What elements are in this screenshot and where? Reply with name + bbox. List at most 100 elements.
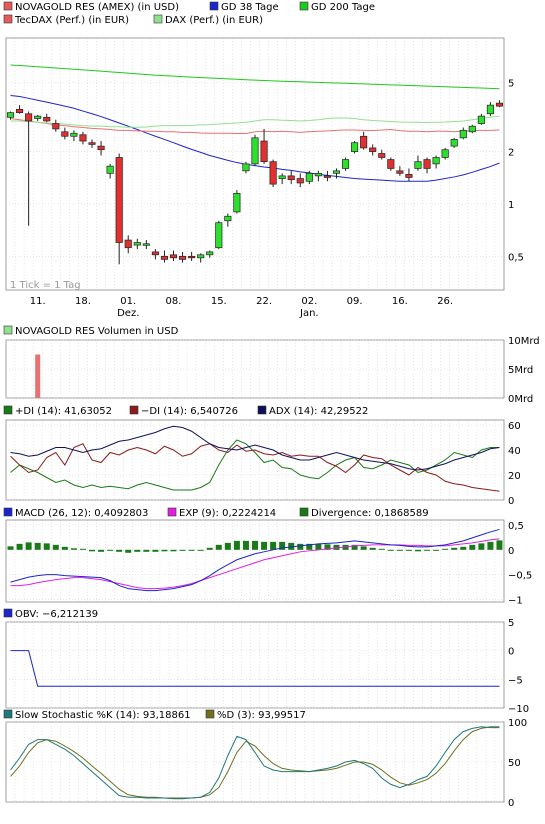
volume-panel-axis-tick: 5Mrd — [508, 365, 533, 376]
macd-divergence-bar — [34, 542, 41, 550]
candle-body — [34, 115, 42, 119]
stoch-panel-axis-tick: 0 — [508, 798, 514, 809]
stoch-k-line — [10, 726, 500, 800]
macd-divergence-bar — [125, 549, 132, 553]
macd-legend-label: Divergence: 0,1868589 — [311, 508, 429, 519]
stoch-legend-swatch — [3, 709, 13, 719]
macd-divergence-bar — [315, 543, 322, 550]
macd-divergence-bar — [469, 544, 476, 550]
candle-body — [468, 125, 476, 133]
price-axis-tick: 5 — [508, 78, 514, 89]
macd-divergence-bar — [107, 549, 114, 551]
candle-body — [314, 172, 322, 177]
macd-divergence-bar — [61, 546, 68, 550]
main-legend-swatch — [209, 1, 219, 11]
price-series-line — [10, 118, 500, 135]
dmi-legend-label: −DI (14): 6,540726 — [141, 406, 238, 417]
macd-divergence-bar — [279, 541, 286, 550]
stoch-legend-label: %D (3): 93,99517 — [217, 710, 306, 721]
dmi-legend-swatch — [129, 405, 139, 415]
macd-divergence-bar — [188, 549, 195, 551]
candle-body — [450, 139, 458, 147]
macd-divergence-bar — [79, 548, 86, 550]
stoch-legend-label: Slow Stochastic %K (14): 93,18861 — [15, 710, 191, 721]
volume-panel-axis-tick: 0Mrd — [508, 394, 533, 405]
macd-divergence-bar — [252, 540, 258, 550]
dmi-line — [10, 425, 500, 471]
x-axis-label: 15. — [211, 296, 227, 307]
macd-divergence-bar — [369, 547, 376, 550]
tick-note: 1 Tick = 1 Tag — [10, 280, 81, 291]
macd-divergence-bar — [98, 549, 105, 552]
macd-divergence-bar — [161, 549, 168, 552]
macd-divergence-bar — [116, 549, 123, 552]
macd-legend-swatch — [167, 507, 177, 517]
macd-panel-frame — [5, 519, 505, 603]
candle-body — [495, 102, 504, 107]
macd-panel-border — [5, 519, 505, 603]
candle-body — [341, 159, 350, 169]
price-axis-tick: 1 — [508, 200, 514, 211]
candle-body — [124, 239, 132, 249]
macd-divergence-bar — [414, 549, 421, 552]
macd-legend-label: EXP (9): 0,2224214 — [179, 508, 276, 519]
volume-bar — [35, 354, 41, 398]
price-axis-tick: 2 — [508, 148, 514, 159]
candle-body — [88, 142, 96, 145]
macd-divergence-bar — [89, 549, 96, 552]
main-legend-label: GD 200 Tage — [311, 2, 375, 13]
candle-body — [323, 175, 331, 178]
candle-body — [414, 161, 422, 169]
x-axis-sublabel: Jan. — [299, 308, 319, 319]
macd-divergence-bar — [206, 547, 213, 550]
x-axis-label: 18. — [75, 296, 91, 307]
macd-divergence-bar — [197, 549, 204, 551]
x-axis-sublabel: Dez. — [117, 308, 139, 319]
macd-line — [10, 528, 500, 592]
x-axis-label: 22. — [256, 296, 272, 307]
candle-body — [206, 251, 214, 256]
macd-divergence-bar — [306, 543, 313, 550]
macd-divergence-bar — [324, 544, 331, 550]
macd-divergence-bar — [152, 549, 159, 552]
obv-line — [10, 650, 500, 687]
candle-body — [296, 178, 304, 184]
candle-body — [197, 254, 205, 259]
stoch-d-line — [10, 726, 500, 799]
stoch-legend-swatch — [205, 709, 215, 719]
candle-body — [25, 113, 33, 122]
macd-panel-axis-tick: 0 — [508, 546, 514, 557]
dmi-legend-swatch — [257, 405, 267, 415]
x-axis-label: 26. — [437, 296, 453, 307]
macd-divergence-bar — [261, 541, 268, 550]
macd-divergence-bar — [297, 543, 304, 550]
candle-body — [61, 131, 69, 137]
x-axis-label: 11. — [30, 296, 46, 307]
candle-body — [405, 173, 413, 178]
price-series-line — [10, 115, 500, 128]
candle-body — [151, 251, 159, 256]
obv-panel-axis-tick: −5 — [508, 675, 523, 686]
macd-divergence-bar — [224, 542, 231, 550]
x-axis-label: 16. — [392, 296, 408, 307]
x-axis-label: 01. — [120, 296, 136, 307]
macd-panel-axis-tick: 0,5 — [508, 521, 524, 532]
candle-body — [70, 132, 78, 137]
x-axis-label: 02. — [301, 296, 317, 307]
macd-divergence-bar — [233, 540, 240, 550]
candle-body — [79, 134, 87, 142]
main-legend-swatch — [3, 1, 13, 11]
dmi-panel-axis-tick: 0 — [508, 496, 514, 507]
candle-body — [233, 193, 241, 213]
macd-divergence-bar — [496, 540, 503, 550]
volume-panel-axis-tick: 10Mrd — [508, 336, 540, 347]
x-axis-label: 08. — [166, 296, 182, 307]
macd-divergence-bar — [487, 541, 494, 550]
dmi-legend-swatch — [3, 405, 13, 415]
candle-body — [251, 137, 259, 165]
candle-body — [396, 170, 404, 174]
main-legend-label: GD 38 Tage — [221, 2, 279, 13]
macd-divergence-bar — [378, 548, 385, 550]
